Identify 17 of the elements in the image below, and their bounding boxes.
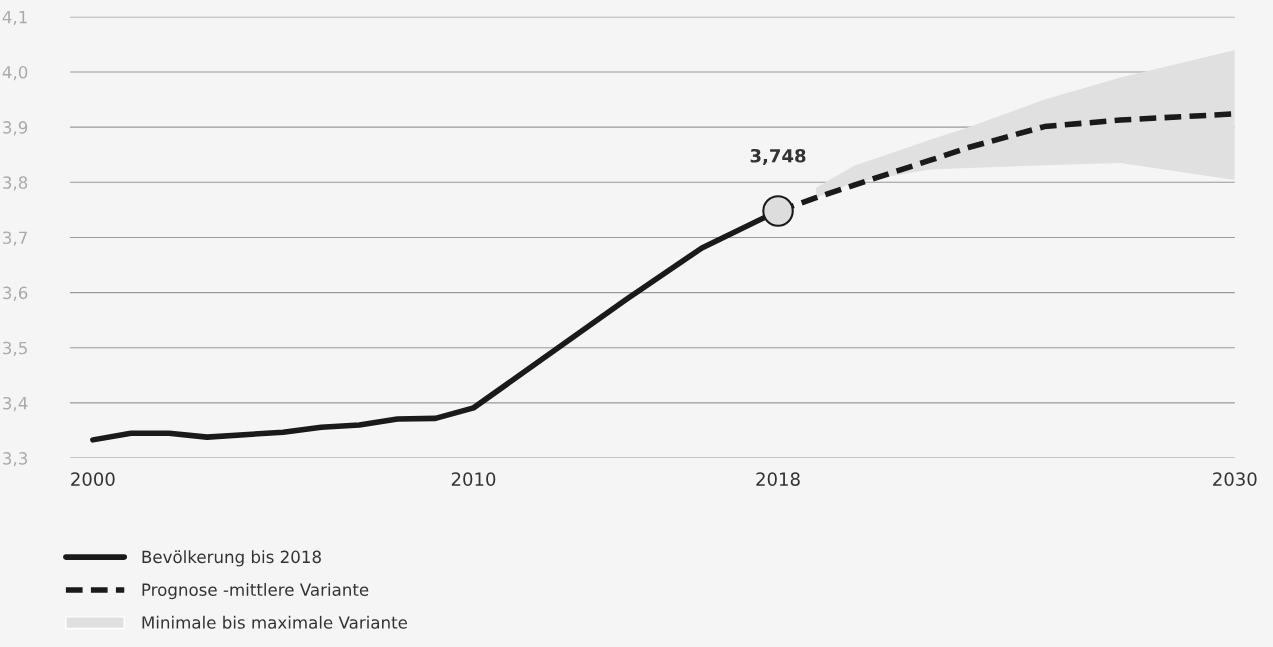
x-tick-label: 2000: [71, 472, 115, 486]
y-tick-label: 3,9: [3, 121, 28, 136]
y-tick-label: 3,5: [3, 341, 27, 357]
x-tick-label: 2018: [756, 472, 800, 486]
y-tick-label: 4,0: [2, 65, 28, 81]
legend-label: Bevölkerung bis 2018: [142, 550, 321, 567]
y-tick-label: 3,4: [3, 396, 28, 412]
y-tick-label: 3,8: [3, 176, 28, 191]
y-tick-label: 4,1: [2, 11, 27, 26]
y-tick-label: 3,7: [3, 231, 27, 246]
y-tick-label: 3,3: [3, 452, 28, 467]
annotation: 3,748: [750, 148, 806, 165]
x-tick-label: 2010: [451, 472, 496, 486]
y-tick-label: 3,6: [3, 286, 28, 301]
x-tick-label: 2030: [1213, 472, 1257, 486]
legend-label: Prognose -mittlere Variante: [142, 583, 369, 600]
text: Minimale bis maximale Variante: [142, 615, 407, 629]
